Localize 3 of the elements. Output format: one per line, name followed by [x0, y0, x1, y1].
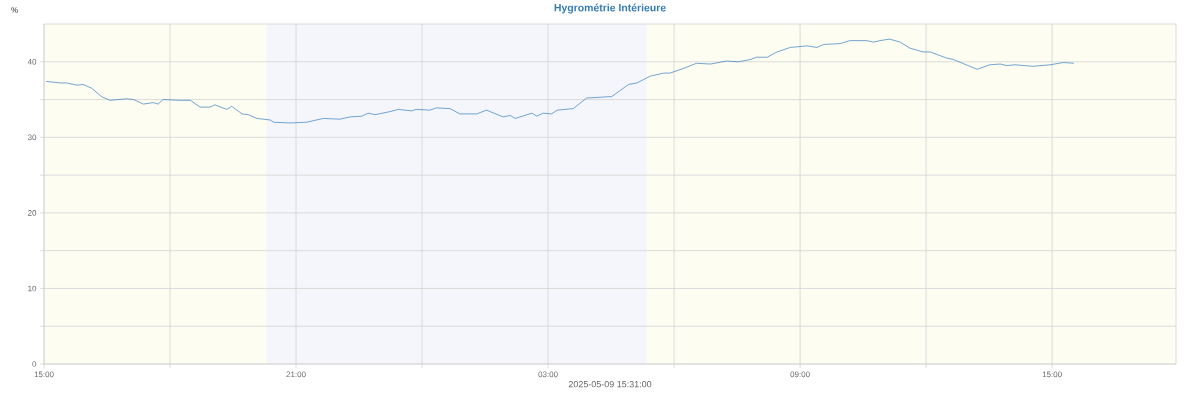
x-axis-title: 2025-05-09 15:31:00 — [568, 381, 652, 388]
chart-title: Hygrométrie Intérieure — [554, 3, 666, 14]
line-series — [45, 38, 1075, 124]
